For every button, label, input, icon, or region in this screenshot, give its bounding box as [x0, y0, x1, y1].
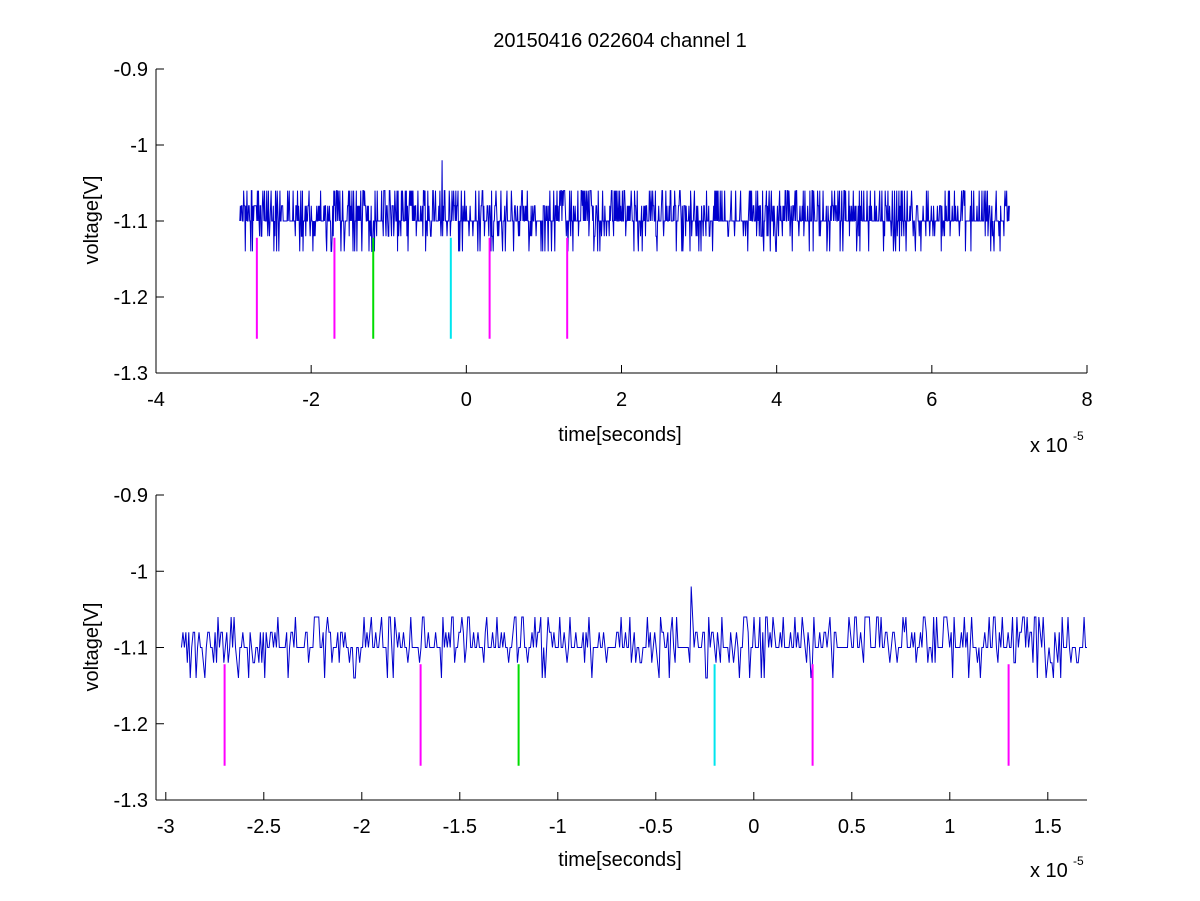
top-y-tick-label: -1.2 — [114, 287, 148, 309]
bottom-x-tick-label: -3 — [157, 816, 175, 838]
top-x-tick-label: 2 — [616, 389, 627, 411]
bottom-x-tick-label: -2 — [353, 816, 371, 838]
top-y-tick-label: -0.9 — [114, 59, 148, 81]
bottom-y-tick-label: -0.9 — [114, 485, 148, 507]
top-x-exponent-power: -5 — [1073, 429, 1084, 443]
bottom-x-tick-label: 1.5 — [1034, 816, 1062, 838]
chart-title: 20150416 022604 channel 1 — [493, 30, 747, 52]
bottom-axes: time[seconds] voltage[V] x 10 -5 -3 -2.5 -… — [81, 485, 1087, 882]
top-signal-line — [239, 160, 1010, 252]
top-x-tick-label: -4 — [147, 389, 165, 411]
bottom-x-tick-label: -2.5 — [247, 816, 281, 838]
bottom-y-tick-label: -1.1 — [114, 638, 148, 660]
top-axes: time[seconds] voltage[V] x 10 -5 -4 -2 0 2 4… — [81, 59, 1093, 457]
bottom-y-tick-label: -1 — [130, 561, 148, 583]
top-x-tick-label: 0 — [461, 389, 472, 411]
top-y-tick-label: -1 — [130, 135, 148, 157]
bottom-y-tick-label: -1.3 — [114, 790, 148, 812]
top-y-tick-label: -1.3 — [114, 363, 148, 385]
bottom-x-tick-label: 0 — [748, 816, 759, 838]
top-x-tick-label: -2 — [302, 389, 320, 411]
top-x-tick-label: 8 — [1081, 389, 1092, 411]
bottom-x-axis-label: time[seconds] — [558, 849, 681, 871]
bottom-x-tick-label: -1 — [549, 816, 567, 838]
top-x-tick-label: 4 — [771, 389, 782, 411]
bottom-x-tick-label: 1 — [944, 816, 955, 838]
top-x-tick-label: 6 — [926, 389, 937, 411]
bottom-x-exponent-power: -5 — [1073, 854, 1084, 868]
bottom-y-axis-label: voltage[V] — [81, 603, 103, 692]
bottom-signal-line — [180, 586, 1087, 679]
bottom-x-tick-label: 0.5 — [838, 816, 866, 838]
bottom-y-tick-label: -1.2 — [114, 714, 148, 736]
top-x-axis-label: time[seconds] — [558, 424, 681, 446]
top-y-axis-label: voltage[V] — [81, 176, 103, 265]
bottom-x-tick-label: -0.5 — [639, 816, 673, 838]
top-y-tick-label: -1.1 — [114, 211, 148, 233]
bottom-x-exponent-base: x 10 — [1030, 860, 1068, 882]
top-x-exponent-base: x 10 — [1030, 435, 1068, 457]
bottom-x-tick-label: -1.5 — [443, 816, 477, 838]
